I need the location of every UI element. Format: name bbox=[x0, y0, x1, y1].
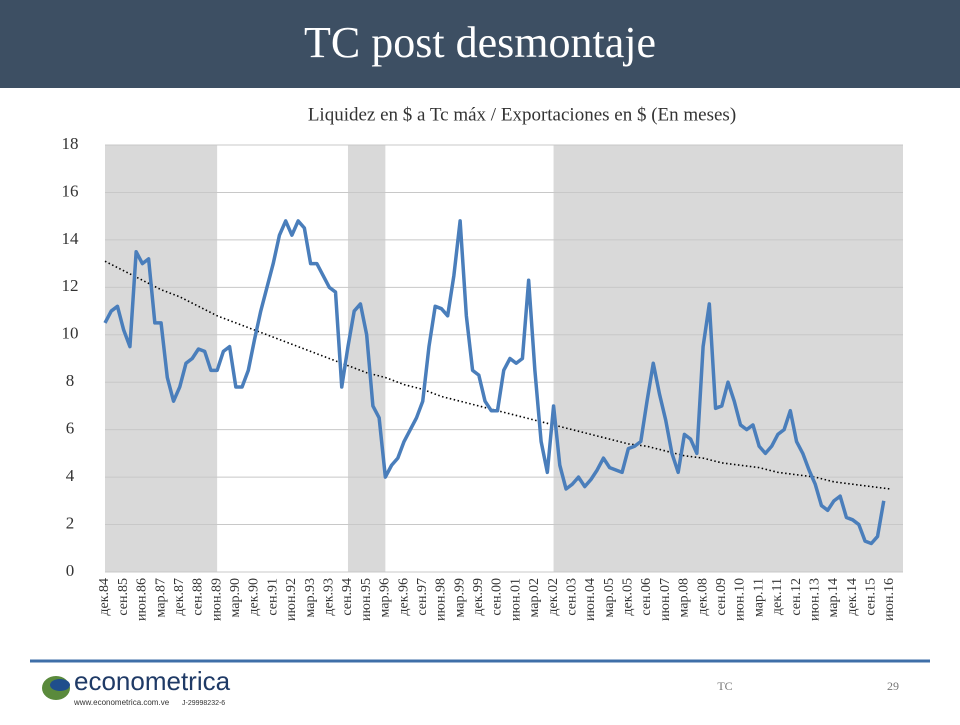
x-tick-label: сен.12 bbox=[789, 578, 804, 616]
logo: econometrica www.econometrica.com.ve J-2… bbox=[42, 666, 231, 707]
x-tick-label: июн.10 bbox=[733, 578, 748, 621]
x-tick-label: дек.05 bbox=[621, 578, 636, 616]
x-tick-label: мар.08 bbox=[677, 578, 692, 617]
header-bar bbox=[0, 0, 960, 88]
x-tick-label: сен.09 bbox=[714, 578, 729, 616]
y-tick-label: 10 bbox=[62, 324, 79, 343]
slide-title: TC post desmontaje bbox=[304, 18, 656, 67]
x-tick-label: сен.15 bbox=[864, 578, 879, 616]
x-tick-label: июн.16 bbox=[882, 578, 897, 621]
x-tick-label: июн.07 bbox=[658, 578, 673, 621]
y-tick-label: 16 bbox=[62, 181, 79, 200]
y-tick-label: 0 bbox=[66, 561, 75, 580]
y-tick-label: 6 bbox=[66, 419, 75, 438]
page-number: 29 bbox=[887, 679, 899, 693]
x-tick-label: сен.03 bbox=[564, 578, 579, 616]
x-tick-label: мар.93 bbox=[303, 578, 318, 617]
logo-url: www.econometrica.com.ve bbox=[73, 698, 170, 707]
x-tick-label: мар.02 bbox=[527, 578, 542, 617]
x-tick-label: дек.87 bbox=[172, 578, 187, 616]
footer-label: TC bbox=[717, 679, 732, 693]
x-tick-label: мар.99 bbox=[452, 578, 467, 617]
x-tick-label: сен.97 bbox=[415, 578, 430, 616]
x-tick-label: июн.92 bbox=[284, 578, 299, 621]
y-tick-label: 18 bbox=[62, 134, 79, 153]
x-tick-label: сен.00 bbox=[490, 578, 505, 616]
x-tick-label: дек.84 bbox=[97, 578, 112, 616]
data-line bbox=[103, 219, 886, 546]
x-tick-label: мар.96 bbox=[378, 578, 393, 617]
x-tick-label: сен.06 bbox=[639, 578, 654, 616]
x-tick-label: июн.89 bbox=[209, 578, 224, 621]
shaded-period bbox=[553, 145, 903, 572]
x-tick-label: сен.88 bbox=[191, 578, 206, 616]
x-tick-label: мар.90 bbox=[228, 578, 243, 617]
y-tick-label: 8 bbox=[66, 371, 75, 390]
x-tick-label: мар.05 bbox=[602, 578, 617, 617]
x-tick-label: дек.14 bbox=[845, 578, 860, 616]
x-tick-label: дек.93 bbox=[322, 578, 337, 616]
y-tick-label: 4 bbox=[66, 466, 75, 485]
logo-id: J-29998232-6 bbox=[182, 700, 225, 707]
x-tick-label: мар.11 bbox=[751, 578, 766, 617]
y-tick-label: 12 bbox=[62, 276, 79, 295]
x-tick-label: дек.08 bbox=[695, 578, 710, 616]
x-tick-label: дек.90 bbox=[247, 578, 262, 616]
shaded-period bbox=[105, 145, 218, 572]
chart-title: Liquidez en $ a Tc máx / Exportaciones e… bbox=[308, 104, 736, 125]
x-tick-label: июн.04 bbox=[583, 578, 598, 621]
x-tick-label: дек.11 bbox=[770, 578, 785, 615]
y-tick-label: 2 bbox=[66, 513, 75, 532]
x-tick-label: мар.14 bbox=[826, 578, 841, 617]
x-tick-label: июн.98 bbox=[434, 578, 449, 621]
x-tick-label: дек.99 bbox=[471, 578, 486, 616]
plot: 0 2 4 6 8 10 12 14 16 18 дек.84 сен.85 июн.86 мар.87 д… bbox=[62, 134, 903, 621]
x-tick-label: мар.87 bbox=[153, 578, 168, 617]
y-tick-label: 14 bbox=[62, 229, 80, 248]
x-tick-label: июн.86 bbox=[135, 578, 150, 621]
x-tick-label: июн.01 bbox=[508, 578, 523, 621]
x-tick-label: сен.85 bbox=[116, 578, 131, 616]
logo-text: econometrica bbox=[74, 666, 231, 696]
x-tick-label: июн.95 bbox=[359, 578, 374, 621]
x-tick-label: сен.94 bbox=[340, 578, 355, 616]
x-tick-label: дек.02 bbox=[546, 578, 561, 616]
x-tick-label: дек.96 bbox=[396, 578, 411, 616]
x-tick-label: сен.91 bbox=[265, 578, 280, 616]
shaded-period bbox=[347, 145, 386, 572]
x-tick-label: июн.13 bbox=[807, 578, 822, 621]
logo-icon bbox=[50, 679, 70, 691]
